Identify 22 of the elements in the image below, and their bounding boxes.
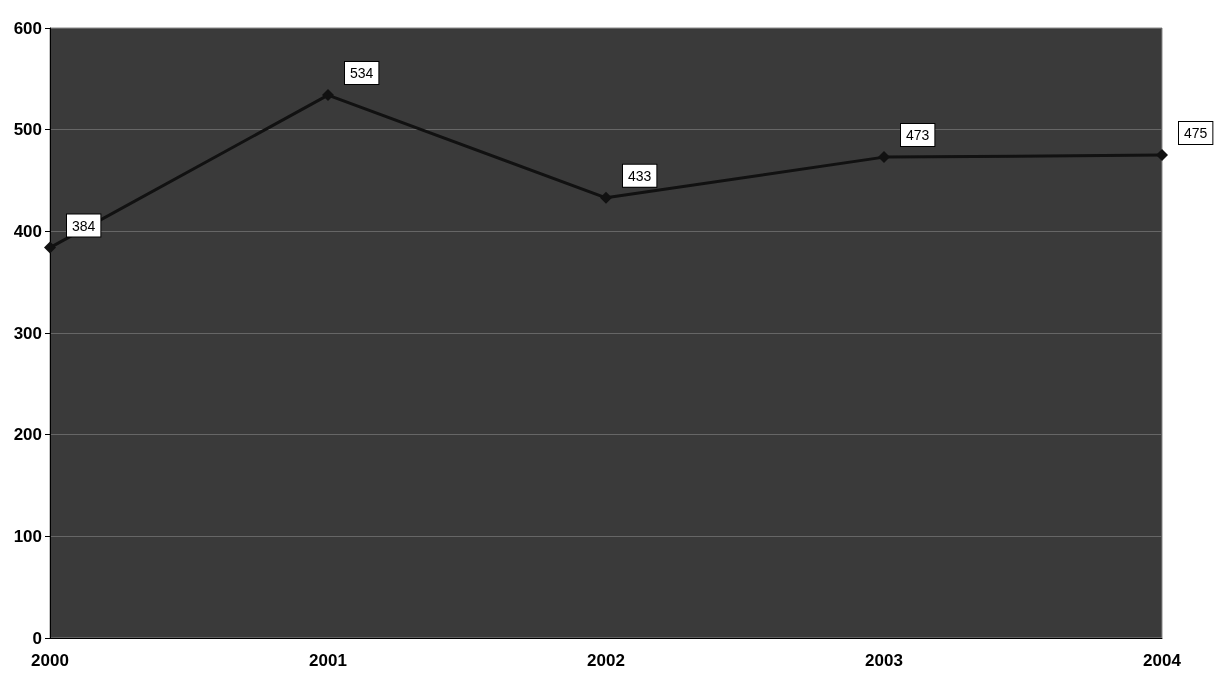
point: [1156, 149, 1168, 162]
y-tick-label: 100: [13, 526, 42, 546]
x-tick-label: 2001: [309, 651, 347, 670]
data-label: 475: [1184, 125, 1208, 142]
x-tick-label: 2000: [31, 651, 69, 670]
data-label: 384: [72, 217, 96, 234]
x-tick-label: 2004: [1143, 651, 1182, 670]
y-tick-label: 0: [32, 628, 42, 648]
x-tick-label: 2003: [865, 651, 903, 670]
y-tick-label: 600: [13, 18, 42, 38]
data-label: 473: [906, 127, 930, 144]
point: [44, 241, 56, 254]
y-tick-label: 500: [13, 120, 42, 140]
point: [600, 191, 612, 204]
y-tick-label: 200: [13, 425, 42, 445]
point: [878, 151, 890, 164]
data-label: 433: [628, 167, 652, 184]
y-tick-label: 300: [13, 323, 42, 343]
x-tick-label: 2002: [587, 651, 625, 670]
point: [322, 89, 334, 102]
y-tick-label: 400: [13, 221, 42, 241]
data-label: 534: [350, 65, 374, 82]
